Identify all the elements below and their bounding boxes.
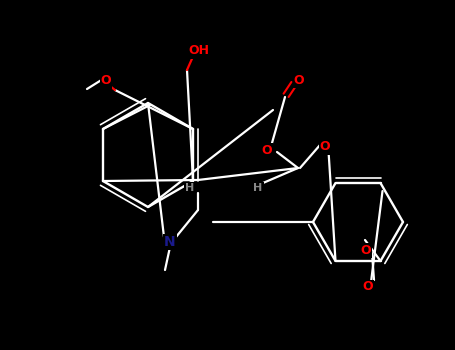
Text: O: O: [262, 144, 272, 156]
Text: H: H: [253, 183, 263, 193]
Text: O: O: [363, 280, 373, 294]
Text: O: O: [101, 75, 111, 88]
Text: O: O: [320, 140, 330, 154]
Text: N: N: [164, 235, 176, 249]
Text: O: O: [361, 244, 371, 257]
Text: H: H: [185, 183, 195, 193]
Text: OH: OH: [188, 44, 209, 57]
Text: O: O: [293, 74, 304, 86]
